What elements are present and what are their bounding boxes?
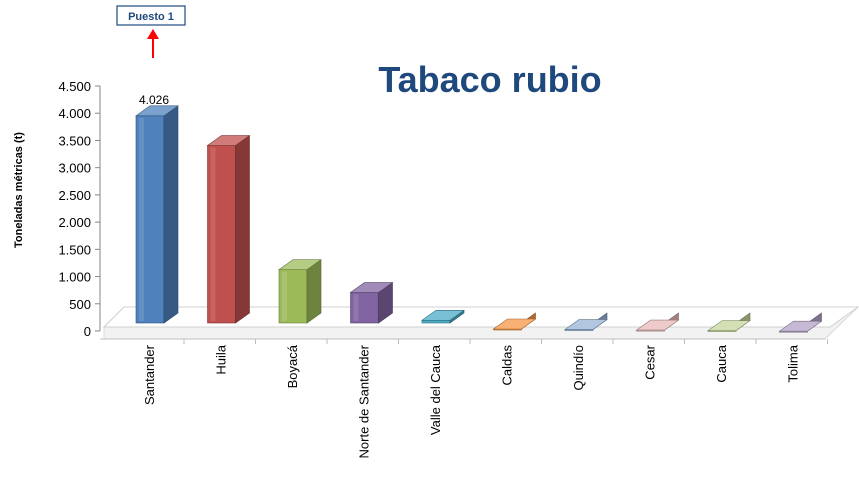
bar-9 (778, 312, 823, 333)
bar-front (421, 319, 451, 324)
y-tick-label: 3.500 (58, 133, 91, 148)
bar-0 (135, 105, 179, 324)
annotation-label: Puesto 1 (128, 11, 174, 23)
bar-top (564, 319, 608, 330)
bar-highlight (353, 294, 359, 321)
x-tick-label: Caldas (500, 345, 515, 386)
x-tick-label: Huila (214, 344, 229, 374)
x-tick-label: Cauca (714, 344, 729, 382)
x-tick-label: Cesar (643, 344, 658, 379)
bar-1 (206, 134, 251, 324)
y-tick-label: 3.000 (58, 161, 91, 176)
bar-top (421, 309, 465, 321)
data-label: 4.026 (139, 93, 169, 107)
y-tick-label: 500 (69, 297, 91, 312)
bar-8 (707, 312, 751, 332)
bar-top (135, 105, 179, 117)
bar-top (707, 320, 751, 331)
x-tick-label: Valle del Cauca (428, 344, 443, 435)
x-axis-labels: Santander Huila Boyacá Norte de Santander Va… (139, 93, 828, 458)
y-tick-label: 2.500 (58, 188, 91, 203)
x-tick-label: Quindío (571, 345, 586, 391)
bar-3 (349, 281, 394, 324)
y-axis-label: Toneladas métricas (t) (13, 132, 25, 248)
bar-front (207, 145, 236, 324)
annotation-box (116, 5, 186, 26)
bar-highlight (282, 271, 287, 321)
x-tick-label: Santander (142, 344, 157, 405)
x-tick-label: Norte de Santander (357, 344, 372, 458)
bar-side (306, 259, 322, 324)
bars (135, 105, 823, 333)
y-tick-label: 4.500 (58, 79, 91, 94)
y-tick-label: 0 (84, 324, 91, 339)
bar-5 (492, 312, 537, 331)
x-tick-label: Boyacá (285, 344, 300, 388)
y-tick-label: 2.000 (58, 215, 91, 230)
bar-side (163, 105, 179, 324)
bar-top (206, 135, 251, 146)
bar-6 (564, 312, 608, 331)
bar-side (235, 134, 250, 324)
bar-7 (635, 312, 680, 332)
y-tick-label: 1.500 (58, 242, 91, 257)
bar-top (278, 259, 322, 270)
bar-top (349, 282, 394, 293)
bar-highlight (210, 147, 216, 321)
chart-title: Tabaco rubio (378, 59, 601, 100)
annotation: Puesto 1 (116, 5, 186, 58)
y-tick-label: 1.000 (58, 270, 91, 285)
bar-top (635, 319, 680, 331)
bar-2 (278, 259, 322, 324)
bar-highlight (139, 117, 144, 321)
bar-top (492, 318, 537, 330)
y-tick-label: 4.000 (58, 106, 91, 121)
y-axis: 0 500 1.000 1.500 2.000 2.500 3.000 3.500 4.000 4… (58, 79, 825, 340)
bar-4 (421, 309, 465, 324)
bar-top (778, 320, 823, 332)
x-tick-label: Tolima (786, 344, 801, 382)
annotation-arrow-head (147, 29, 159, 39)
